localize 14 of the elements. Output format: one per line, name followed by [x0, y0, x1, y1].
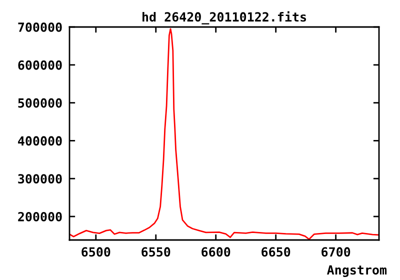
- y-tick-label: 200000: [18, 212, 62, 222]
- chart-title: hd 26420_20110122.fits: [142, 11, 306, 24]
- line-series: [70, 28, 379, 240]
- x-tick-label: 6500: [82, 247, 110, 257]
- y-tick-label: 700000: [18, 22, 62, 32]
- x-tick-label: 6550: [142, 247, 170, 257]
- y-tick-label: 600000: [18, 60, 62, 70]
- y-tick-label: 500000: [18, 98, 62, 108]
- x-tick-label: 6700: [322, 247, 350, 257]
- x-axis-title: Angstrom: [327, 265, 387, 278]
- y-tick-label: 300000: [18, 174, 62, 184]
- x-tick-label: 6650: [262, 247, 290, 257]
- y-tick-label: 400000: [18, 136, 62, 146]
- x-tick-label: 6600: [202, 247, 230, 257]
